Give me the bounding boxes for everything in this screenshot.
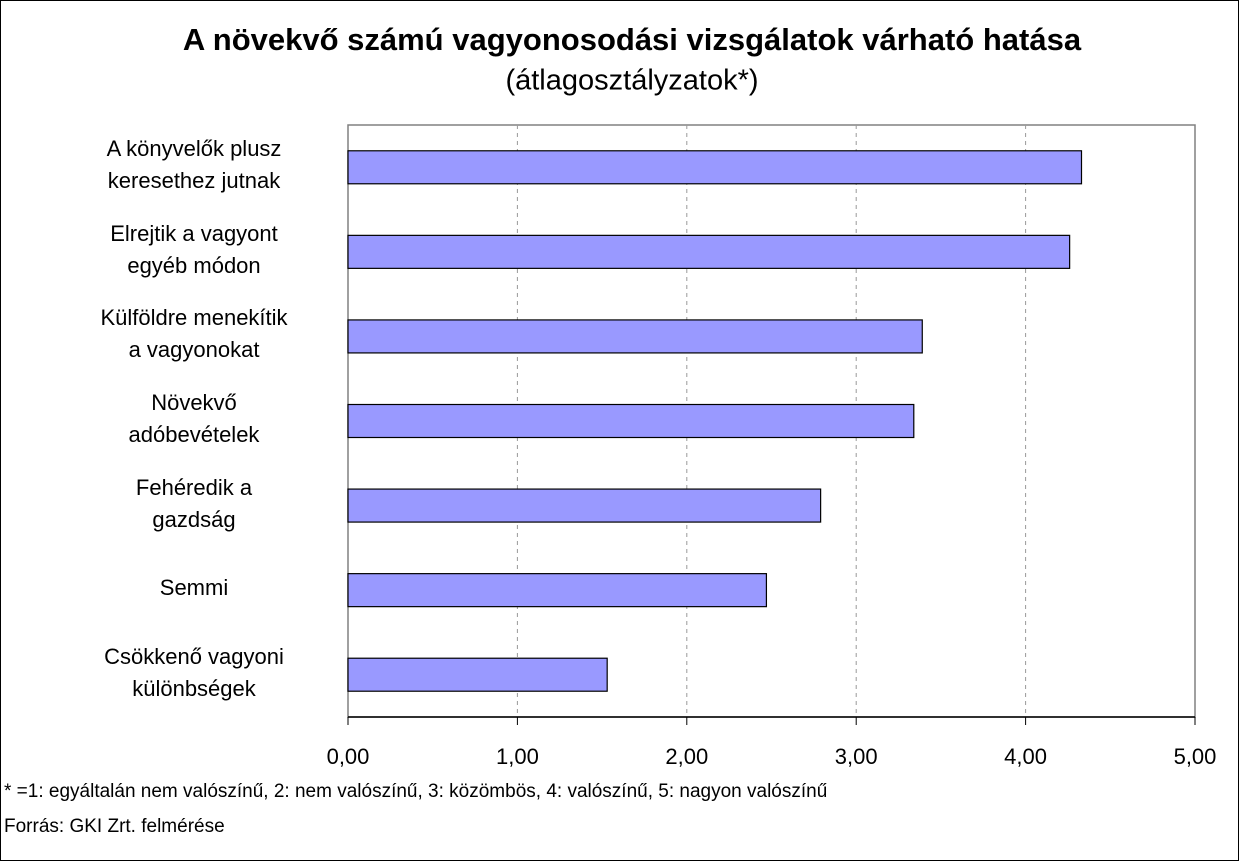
y-tick-label: A könyvelők plusz keresethez jutnak <box>106 136 282 194</box>
chart-subtitle: (átlagosztályzatok*) <box>505 65 758 97</box>
bar <box>347 150 1083 185</box>
x-tick-label: 1,00 <box>496 744 539 769</box>
bar <box>347 488 822 523</box>
y-tick-label: Növekvő adóbevételek <box>128 390 260 447</box>
bar <box>347 657 608 692</box>
bar <box>347 573 768 608</box>
y-tick-label: Elrejtik a vagyont egyéb módon <box>110 220 278 278</box>
x-tick-label: 0,00 <box>327 744 370 769</box>
x-tick-label: 3,00 <box>835 744 878 769</box>
x-tick-label: 4,00 <box>1004 744 1047 769</box>
source-note: Forrás: GKI Zrt. felmérése <box>4 816 225 837</box>
bar <box>347 319 923 354</box>
y-tick-label: Semmi <box>159 575 229 601</box>
y-tick-label: Külföldre menekítik a vagyonokat <box>100 305 288 363</box>
y-tick-label: Fehéredik a gazdság <box>135 474 253 532</box>
footnote: * =1: egyáltalán nem valószínű, 2: nem v… <box>4 781 828 802</box>
chart-title: A növekvő számú vagyonosodási vizsgálato… <box>183 22 1082 57</box>
x-tick-label: 2,00 <box>665 744 708 769</box>
x-tick-label: 5,00 <box>1174 744 1217 769</box>
bar <box>347 234 1071 269</box>
y-tick-label: Csökkenő vagyoni különbségek <box>104 643 284 701</box>
bar <box>347 403 915 439</box>
